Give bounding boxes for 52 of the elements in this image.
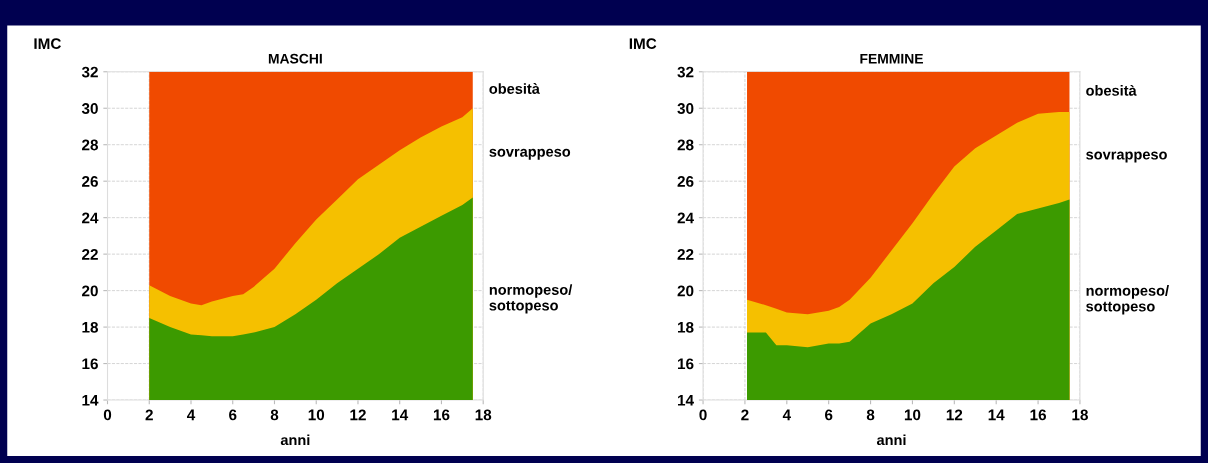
x-tick-label: 4 — [186, 409, 196, 421]
x-tick-label: 6 — [825, 409, 833, 421]
y-tick-label: 18 — [82, 321, 99, 333]
x-tick-label: 2 — [145, 409, 153, 421]
chart-title: FEMMINE — [860, 53, 923, 64]
x-tick-label: 8 — [866, 409, 875, 421]
y-tick-label: 24 — [82, 212, 99, 224]
x-tick-label: 12 — [350, 409, 366, 421]
y-tick-label: 20 — [677, 285, 694, 297]
x-tick-label: 12 — [946, 409, 963, 421]
series-label: sovrappeso — [489, 148, 571, 160]
x-tick-label: 6 — [229, 409, 237, 421]
chart-title: MASCHI — [268, 53, 322, 64]
y-tick-label: 16 — [82, 358, 98, 370]
x-tick-label: 18 — [1072, 409, 1088, 421]
y-tick-label: 26 — [677, 176, 694, 187]
y-tick-label: 30 — [81, 103, 98, 114]
x-tick-label: 14 — [988, 409, 1005, 421]
x-tick-label: 0 — [699, 409, 707, 421]
series-label: sovrappeso — [1086, 151, 1167, 163]
x-axis-title: anni — [876, 434, 906, 446]
x-tick-label: 14 — [392, 409, 409, 421]
y-tick-label: 26 — [82, 176, 98, 187]
y-tick-label: 30 — [677, 103, 694, 114]
x-axis-title: anni — [280, 434, 310, 446]
x-tick-label: 16 — [433, 409, 450, 421]
y-tick-label: 14 — [678, 395, 694, 406]
y-tick-label: 18 — [678, 321, 694, 333]
y-tick-label: 22 — [82, 249, 98, 260]
x-tick-label: 10 — [308, 409, 325, 421]
y-tick-label: 20 — [82, 285, 98, 297]
y-tick-label: 24 — [677, 212, 694, 224]
x-tick-label: 8 — [270, 409, 279, 421]
x-tick-label: 2 — [741, 409, 749, 421]
y-tick-label: 28 — [677, 139, 694, 151]
y-tick-label: 32 — [677, 66, 694, 78]
y-axis-title: IMC — [629, 38, 657, 50]
x-tick-label: 0 — [103, 409, 112, 421]
series-label: normopeso/ sottopeso — [1086, 285, 1169, 315]
series-label: normopeso/ sottopeso — [489, 284, 573, 314]
x-tick-label: 18 — [475, 409, 492, 421]
y-tick-label: 16 — [678, 358, 694, 370]
x-tick-label: 4 — [782, 409, 791, 421]
series-label: obesità — [489, 83, 540, 94]
x-tick-label: 10 — [904, 409, 921, 421]
y-axis-title: IMC — [34, 38, 61, 50]
y-tick-label: 28 — [82, 139, 99, 151]
y-tick-label: 22 — [677, 249, 694, 260]
series-label: obesità — [1086, 84, 1137, 96]
y-tick-label: 32 — [81, 66, 98, 78]
y-tick-label: 14 — [82, 395, 99, 406]
x-tick-label: 16 — [1030, 409, 1047, 421]
